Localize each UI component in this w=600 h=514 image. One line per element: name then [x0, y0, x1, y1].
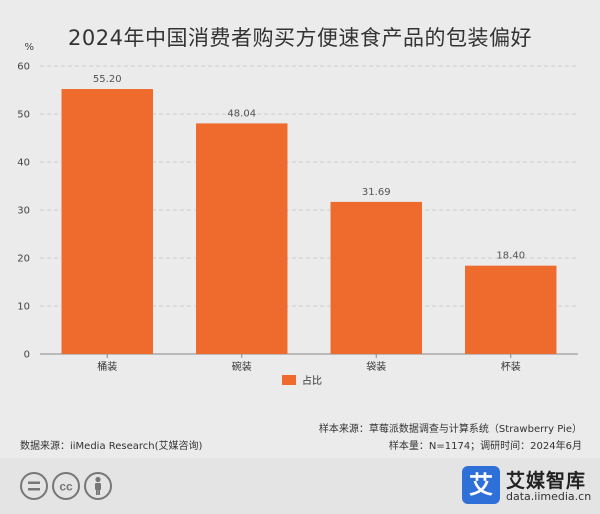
y-tick-label: 40: [17, 158, 30, 169]
cc-icon: cc: [52, 472, 80, 500]
data-label: 55.20: [93, 74, 122, 85]
x-tick-label: 碗装: [232, 360, 252, 373]
y-tick-label: 0: [24, 350, 30, 361]
x-tick-label: 桶装: [97, 360, 117, 373]
y-tick-label: 50: [17, 110, 30, 121]
x-tick-label: 杯装: [501, 360, 521, 373]
bar-chart: % 0 10 20 30 40 50 60 55.20 桶装 48.04 碗装 31.69 袋装 18.40…: [17, 42, 578, 387]
svg-text:cc: cc: [59, 480, 73, 494]
y-tick-label: 20: [17, 254, 30, 265]
y-axis-unit: %: [24, 42, 34, 53]
bar: [465, 265, 557, 354]
x-tick-label: 袋装: [366, 360, 386, 373]
y-tick-label: 60: [17, 62, 30, 73]
license-icons: cc: [20, 470, 116, 506]
brand-name: 艾媒智库: [506, 470, 587, 492]
y-tick-label: 10: [17, 302, 30, 313]
data-label: 18.40: [496, 251, 525, 262]
legend-swatch: [282, 375, 296, 385]
brand-url: data.iimedia.cn: [506, 490, 592, 503]
data-label: 31.69: [362, 187, 391, 198]
bar: [196, 123, 288, 355]
brand-logo: 艾 艾媒智库 data.iimedia.cn: [462, 464, 592, 508]
equals-icon: [20, 472, 48, 500]
bar: [61, 89, 153, 354]
bar: [330, 201, 422, 354]
sample-size-note: 样本量：N=1174；调研时间：2024年6月: [388, 441, 582, 452]
y-tick-label: 30: [17, 206, 30, 217]
person-icon: [84, 472, 112, 500]
data-source-note: 数据来源：iiMedia Research(艾媒咨询): [20, 441, 203, 452]
data-label: 48.04: [227, 108, 256, 119]
chart-title: 2024年中国消费者购买方便速食产品的包装偏好: [68, 26, 532, 50]
sample-source-note: 样本来源：草莓派数据调查与计算系统（Strawberry Pie）: [318, 424, 582, 435]
legend-label: 占比: [302, 374, 322, 387]
brand-mark-icon: 艾: [462, 466, 500, 504]
